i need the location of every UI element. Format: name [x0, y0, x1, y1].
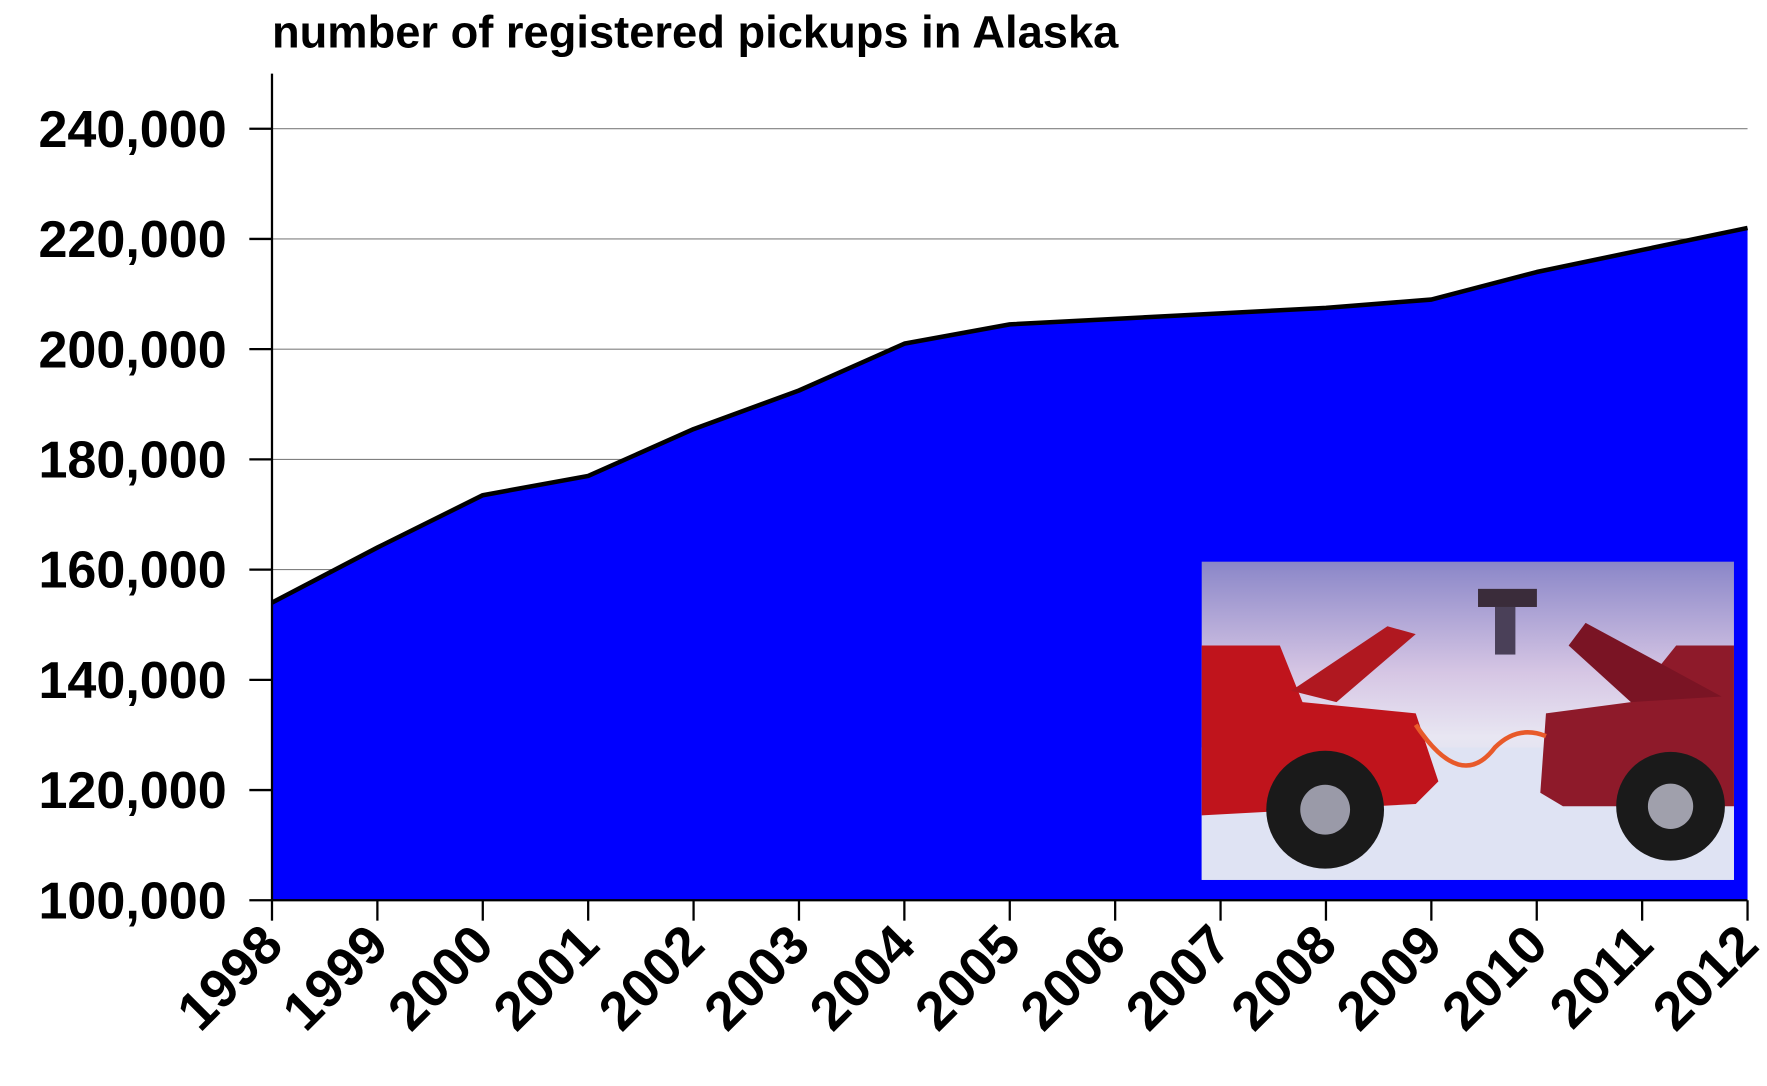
- x-tick-label: 1999: [271, 913, 400, 1042]
- photo-sign: [1478, 588, 1537, 607]
- photo-sign-post: [1495, 606, 1516, 655]
- x-tick-label: 2005: [903, 913, 1032, 1042]
- x-tick-label: 2000: [376, 913, 505, 1042]
- chart-title: number of registered pickups in Alaska: [272, 7, 1119, 58]
- axis-layer: [249, 73, 1749, 921]
- photo-hood-left: [1291, 626, 1416, 703]
- y-tick-label: 180,000: [38, 432, 226, 490]
- x-tick-label: 1998: [165, 913, 294, 1042]
- photo-hood-right: [1568, 622, 1722, 703]
- x-tick-label: 2011: [1538, 913, 1665, 1040]
- y-tick-label: 100,000: [38, 872, 226, 930]
- y-tick-label: 240,000: [38, 101, 226, 159]
- y-tick-label: 160,000: [38, 542, 226, 600]
- x-tick-label: 2010: [1430, 913, 1559, 1042]
- y-tick-label: 120,000: [38, 762, 226, 820]
- x-tick-label: 2001: [482, 913, 611, 1042]
- x-tick-label: 2012: [1641, 913, 1767, 1042]
- x-tick-label: 2008: [1219, 913, 1348, 1042]
- area-outline: [270, 225, 1749, 605]
- x-tick-label: 2004: [798, 913, 927, 1042]
- x-tick-label: 2006: [1009, 913, 1138, 1042]
- photo-jumper-cable: [1413, 723, 1547, 768]
- x-tick-label: 2007: [1114, 913, 1243, 1042]
- photo-truck-left: [1201, 645, 1439, 816]
- y-tick-label: 140,000: [38, 652, 226, 710]
- y-tick-label: 200,000: [38, 321, 226, 379]
- photo: [1201, 561, 1734, 880]
- x-tick-label: 2003: [692, 913, 821, 1042]
- x-tick-label: 2002: [587, 913, 716, 1042]
- y-tick-label: 220,000: [38, 211, 226, 269]
- photo-hub-left: [1300, 784, 1351, 835]
- x-tick-label: 2009: [1325, 913, 1454, 1042]
- photo-hub-right: [1647, 783, 1694, 829]
